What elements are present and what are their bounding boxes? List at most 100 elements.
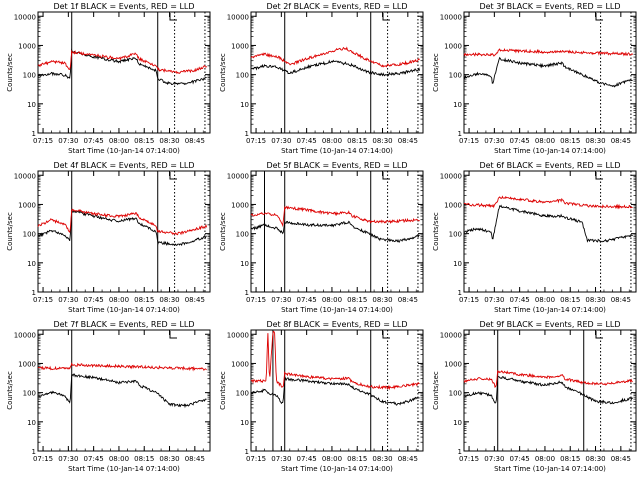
lld-series-line (250, 46, 420, 68)
x-tick-label: 08:45 (185, 137, 205, 145)
plot-frame (250, 170, 424, 293)
y-tick-label: 1000 (231, 42, 249, 50)
x-tick-label: 08:00 (322, 455, 342, 463)
x-tick-label: 07:30 (271, 455, 291, 463)
events-series-line (250, 376, 420, 406)
x-tick-label: 07:15 (246, 455, 266, 463)
legend-marker-icon (169, 172, 177, 180)
y-tick-label: 1000 (444, 360, 462, 368)
x-tick-label: 08:00 (322, 296, 342, 304)
x-tick-label: 07:30 (484, 137, 504, 145)
legend-marker-icon (382, 331, 390, 339)
y-axis-label: Counts/sec (432, 212, 440, 251)
y-tick-label: 10000 (227, 331, 249, 339)
lld-series-line (37, 49, 207, 75)
x-tick-label: 07:45 (510, 137, 530, 145)
y-tick-label: 1000 (444, 42, 462, 50)
x-axis-label: Start Time (10-Jan-14 07:14:00) (281, 147, 393, 155)
plot-frame (37, 170, 211, 293)
x-axis-label: Start Time (10-Jan-14 07:14:00) (68, 465, 180, 473)
x-tick-label: 07:45 (84, 296, 104, 304)
x-axis-label: Start Time (10-Jan-14 07:14:00) (281, 465, 393, 473)
x-tick-label: 07:15 (459, 137, 479, 145)
x-tick-label: 07:45 (84, 455, 104, 463)
x-tick-label: 08:45 (398, 137, 418, 145)
plot-frame (250, 11, 424, 134)
x-tick-label: 08:15 (134, 137, 154, 145)
chart-panel-1: Det 1f BLACK = Events, RED = LLD 1 10 100 10… (6, 2, 211, 155)
y-tick-label: 100 (449, 72, 462, 80)
y-tick-label: 100 (23, 390, 36, 398)
y-tick-label: 100 (23, 231, 36, 239)
y-axis-label: Counts/sec (432, 53, 440, 92)
y-tick-label: 1 (458, 448, 462, 456)
x-tick-label: 08:00 (535, 455, 555, 463)
x-tick-label: 08:45 (398, 455, 418, 463)
x-tick-label: 07:45 (297, 455, 317, 463)
events-series-line (37, 48, 207, 86)
plot-frame (250, 329, 424, 452)
chart-title: Det 5f BLACK = Events, RED = LLD (266, 161, 407, 170)
chart-panel-7: Det 7f BLACK = Events, RED = LLD 1 10 100 10… (6, 320, 211, 473)
x-tick-label: 08:15 (560, 296, 580, 304)
lld-series-line (37, 362, 207, 372)
chart-title: Det 6f BLACK = Events, RED = LLD (479, 161, 620, 170)
y-axis-label: Counts/sec (219, 212, 227, 251)
y-tick-label: 1 (458, 130, 462, 138)
x-tick-label: 08:15 (347, 296, 367, 304)
events-series-line (463, 204, 633, 244)
x-tick-label: 07:15 (33, 137, 53, 145)
y-tick-label: 10000 (227, 172, 249, 180)
x-tick-label: 08:45 (185, 455, 205, 463)
y-tick-label: 10 (240, 260, 249, 268)
chart-title: Det 2f BLACK = Events, RED = LLD (266, 2, 407, 11)
x-tick-label: 08:30 (372, 137, 392, 145)
x-tick-label: 08:15 (347, 455, 367, 463)
y-tick-label: 1 (458, 289, 462, 297)
legend-marker-icon (595, 13, 603, 21)
x-axis-label: Start Time (10-Jan-14 07:14:00) (494, 465, 606, 473)
x-tick-label: 08:30 (159, 296, 179, 304)
x-tick-label: 08:15 (134, 296, 154, 304)
x-tick-label: 08:45 (611, 137, 631, 145)
y-tick-label: 100 (449, 390, 462, 398)
chart-panel-4: Det 4f BLACK = Events, RED = LLD 1 10 100 10… (6, 161, 211, 314)
x-tick-label: 08:00 (109, 296, 129, 304)
x-tick-label: 07:45 (84, 137, 104, 145)
x-axis-label: Start Time (10-Jan-14 07:14:00) (494, 306, 606, 314)
y-tick-label: 10 (453, 101, 462, 109)
lld-series-line (250, 330, 420, 391)
y-axis-label: Counts/sec (6, 212, 14, 251)
y-tick-label: 1000 (18, 42, 36, 50)
x-tick-label: 07:15 (459, 296, 479, 304)
y-tick-label: 10000 (14, 172, 36, 180)
y-axis-label: Counts/sec (6, 371, 14, 410)
chart-title: Det 4f BLACK = Events, RED = LLD (53, 161, 194, 170)
x-tick-label: 08:15 (134, 455, 154, 463)
plot-frame (463, 11, 637, 134)
y-tick-label: 10 (27, 101, 36, 109)
events-series-line (463, 376, 633, 405)
events-series-line (463, 56, 633, 88)
x-tick-label: 07:45 (297, 137, 317, 145)
x-tick-label: 07:15 (246, 137, 266, 145)
x-tick-label: 08:15 (560, 137, 580, 145)
y-tick-label: 100 (236, 231, 249, 239)
y-tick-label: 10 (240, 419, 249, 427)
events-series-line (251, 59, 421, 77)
y-axis-label: Counts/sec (219, 53, 227, 92)
lld-series-line (463, 47, 633, 57)
x-tick-label: 08:30 (372, 296, 392, 304)
x-tick-label: 07:45 (297, 296, 317, 304)
chart-panel-6: Det 6f BLACK = Events, RED = LLD 1 10 100 10… (432, 161, 637, 314)
y-tick-label: 1000 (18, 201, 36, 209)
y-tick-label: 10000 (227, 13, 249, 21)
chart-panel-3: Det 3f BLACK = Events, RED = LLD 1 10 100 10… (432, 2, 637, 155)
x-tick-label: 08:45 (398, 296, 418, 304)
y-tick-label: 1 (32, 130, 36, 138)
plot-frame (37, 11, 211, 134)
x-tick-label: 08:30 (372, 455, 392, 463)
x-tick-label: 08:45 (185, 296, 205, 304)
legend-marker-icon (595, 172, 603, 180)
x-tick-label: 08:30 (585, 296, 605, 304)
